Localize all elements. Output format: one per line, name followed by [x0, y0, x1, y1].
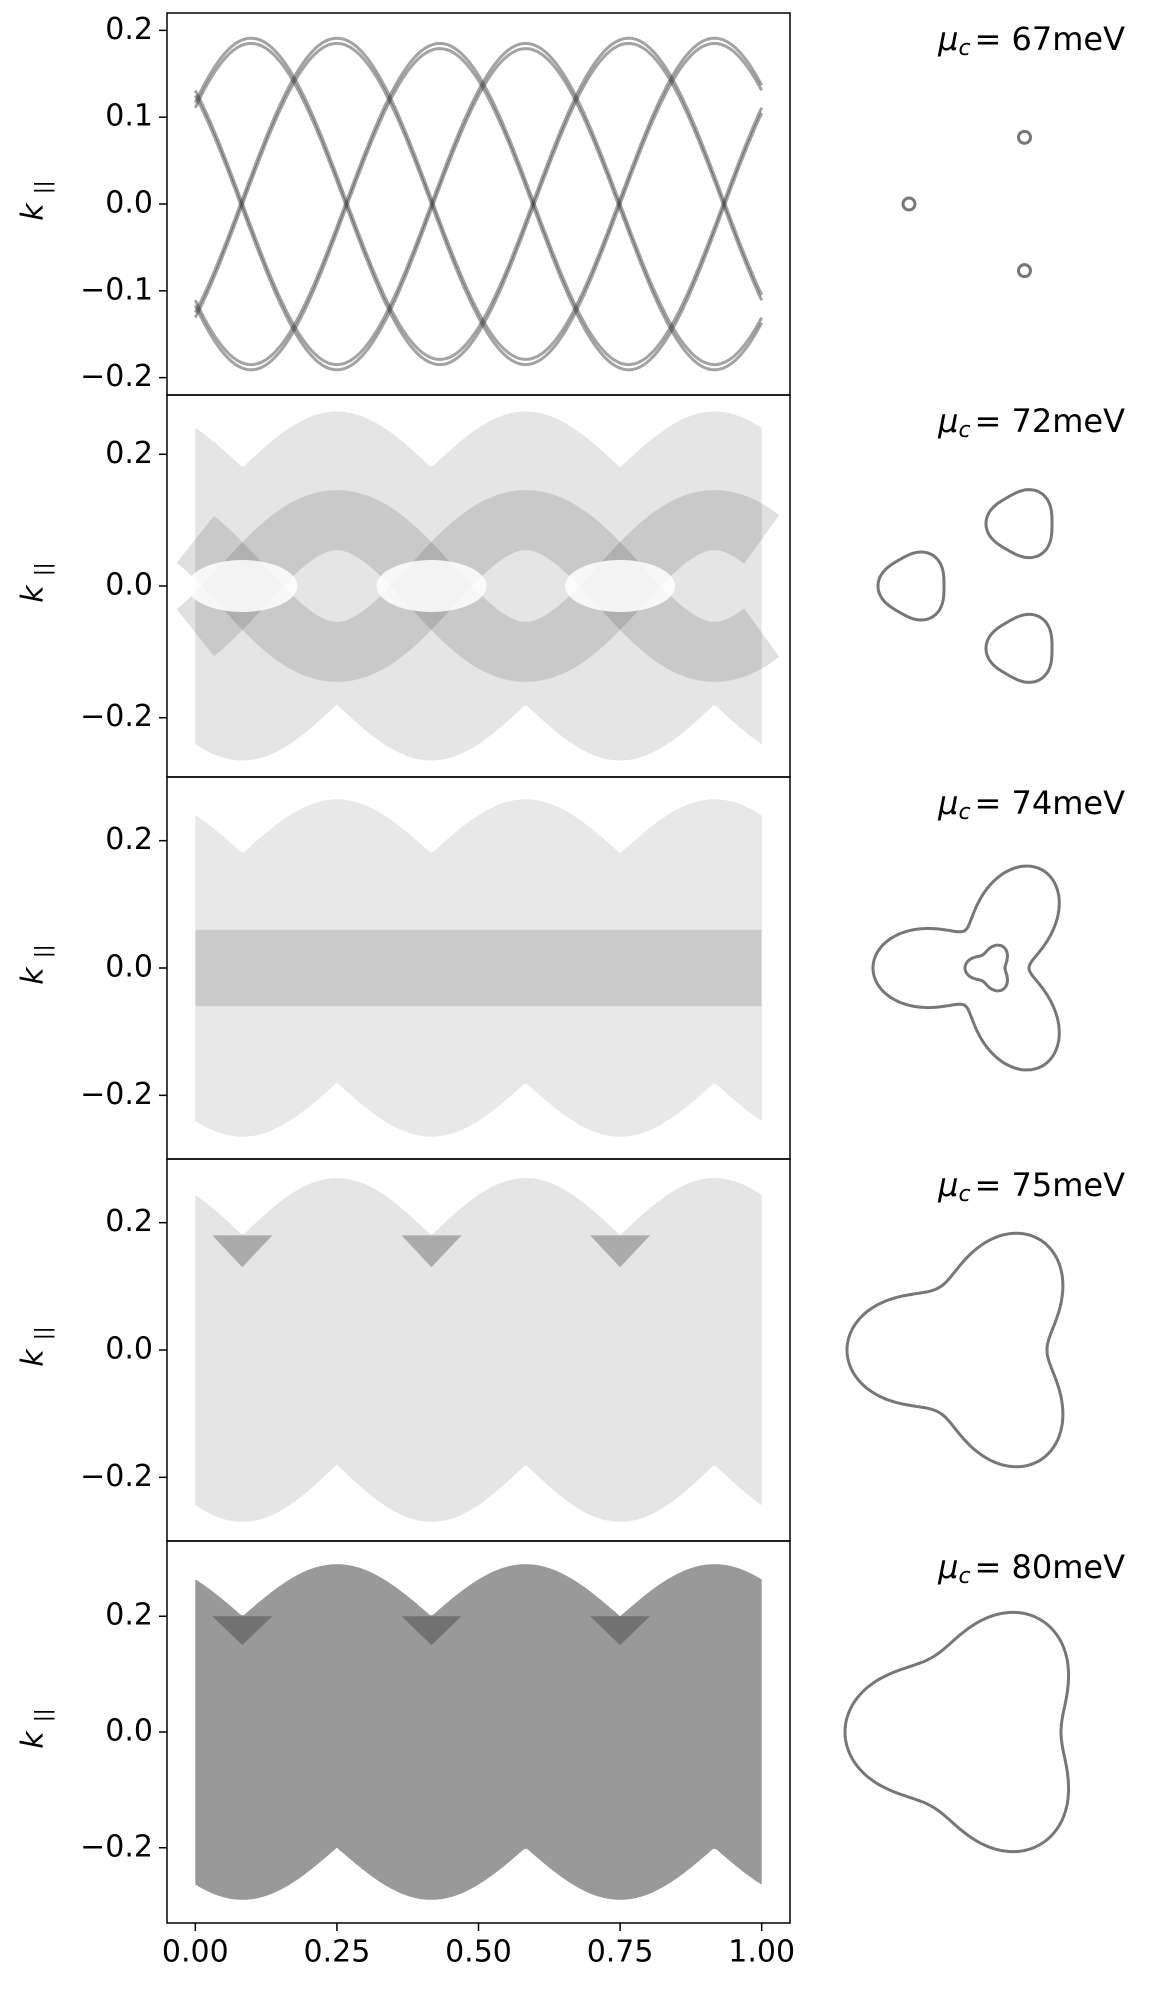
- y-tick-label: 0.2: [105, 12, 153, 47]
- y-label: k ||: [16, 563, 55, 603]
- x-tick-label: 0.75: [587, 1935, 654, 1970]
- annotation-subscript: c: [958, 1564, 970, 1589]
- annotation-symbol: μ: [937, 1548, 958, 1586]
- y-tick-label: −0.2: [80, 359, 153, 394]
- contour: [843, 1610, 1071, 1854]
- x-tick-label: 0.00: [162, 1935, 229, 1970]
- contour: [901, 196, 917, 212]
- density-cusp: [212, 1616, 273, 1646]
- y-tick-label: −0.1: [80, 272, 153, 307]
- density-band: [195, 929, 762, 1007]
- density-trace: [193, 41, 764, 367]
- density-band: [176, 490, 780, 682]
- y-tick-label: 0.0: [105, 950, 153, 985]
- y-label-subscript: ||: [31, 1327, 55, 1340]
- annotation-symbol: μ: [937, 784, 958, 822]
- density-cusp: [401, 1616, 462, 1646]
- y-label: k ||: [16, 181, 55, 221]
- y-tick-label: 0.2: [105, 436, 153, 471]
- y-label-symbol: k: [16, 1730, 51, 1749]
- y-label-subscript: ||: [31, 181, 55, 194]
- y-tick-label: 0.2: [105, 822, 153, 857]
- plot-area: [193, 36, 764, 372]
- density-region: [195, 799, 762, 1137]
- panel-frame: [166, 12, 791, 396]
- density-trace: [193, 47, 764, 372]
- annotation-symbol: μ: [937, 1166, 958, 1204]
- density-trace: [193, 47, 764, 372]
- density-cusp: [401, 1235, 462, 1268]
- y-tick-label: −0.2: [80, 1459, 153, 1494]
- contour: [845, 1231, 1065, 1469]
- x-tick-label: 0.25: [304, 1935, 371, 1970]
- density-region: [195, 1178, 762, 1522]
- annotation-subscript: c: [958, 1182, 970, 1207]
- y-tick-label: −0.2: [80, 1829, 153, 1864]
- annotation-text: = 80meV: [975, 1548, 1126, 1586]
- y-tick-label: 0.1: [105, 99, 153, 134]
- density-hole: [187, 560, 298, 612]
- x-tick-label: 1.00: [728, 1935, 795, 1970]
- contour: [1017, 129, 1032, 145]
- density-trace: [193, 36, 764, 361]
- y-tick-label: 0.2: [105, 1204, 153, 1239]
- annotation-symbol: μ: [937, 402, 958, 440]
- y-label-subscript: ||: [31, 1709, 55, 1722]
- annotation: μc = 80meV: [937, 1548, 1125, 1589]
- contour: [984, 612, 1054, 684]
- plot-area: [195, 1564, 762, 1900]
- density-hole: [376, 560, 487, 612]
- y-label-subscript: ||: [31, 945, 55, 958]
- annotation: μc = 72meV: [937, 402, 1125, 443]
- y-label: k ||: [16, 1709, 55, 1749]
- density-hole: [565, 560, 676, 612]
- y-tick-label: 0.0: [105, 186, 153, 221]
- y-label: k ||: [16, 945, 55, 985]
- y-tick-label: −0.2: [80, 1077, 153, 1112]
- y-label-symbol: k: [16, 1348, 51, 1367]
- y-label-symbol: k: [16, 202, 51, 221]
- density-cusp: [212, 1235, 273, 1268]
- x-tick-label: 0.50: [445, 1935, 512, 1970]
- y-label-symbol: k: [16, 584, 51, 603]
- annotation: μc = 75meV: [937, 1166, 1125, 1207]
- y-label: k ||: [16, 1327, 55, 1367]
- y-label-symbol: k: [16, 966, 51, 985]
- y-tick-label: 0.0: [105, 1332, 153, 1367]
- y-tick-label: 0.2: [105, 1598, 153, 1633]
- annotation-symbol: μ: [937, 20, 958, 58]
- annotation-subscript: c: [958, 418, 970, 443]
- annotation-text: = 72meV: [975, 402, 1126, 440]
- y-tick-label: 0.0: [105, 568, 153, 603]
- contour: [871, 864, 1061, 1072]
- annotation: μc = 67meV: [937, 20, 1125, 61]
- contour: [1017, 263, 1032, 279]
- annotation-subscript: c: [958, 800, 970, 825]
- annotation: μc = 74meV: [937, 784, 1125, 825]
- annotation-subscript: c: [958, 36, 970, 61]
- plot-area: [176, 411, 780, 761]
- density-trace: [193, 41, 764, 367]
- contour: [984, 488, 1054, 560]
- density-trace: [193, 41, 764, 367]
- contour: [963, 943, 1009, 993]
- density-region: [195, 1564, 762, 1900]
- annotation-text: = 74meV: [975, 784, 1126, 822]
- density-cusp: [590, 1235, 651, 1268]
- plot-area: [195, 799, 762, 1137]
- plot-area: [195, 1178, 762, 1522]
- density-band: [176, 490, 780, 682]
- density-cusp: [590, 1616, 651, 1646]
- density-trace: [193, 41, 764, 367]
- y-tick-label: 0.0: [105, 1714, 153, 1749]
- density-trace: [193, 36, 764, 361]
- y-tick-label: −0.2: [80, 699, 153, 734]
- contour: [876, 550, 946, 622]
- annotation-text: = 75meV: [975, 1166, 1126, 1204]
- annotation-text: = 67meV: [975, 20, 1126, 58]
- y-label-subscript: ||: [31, 563, 55, 576]
